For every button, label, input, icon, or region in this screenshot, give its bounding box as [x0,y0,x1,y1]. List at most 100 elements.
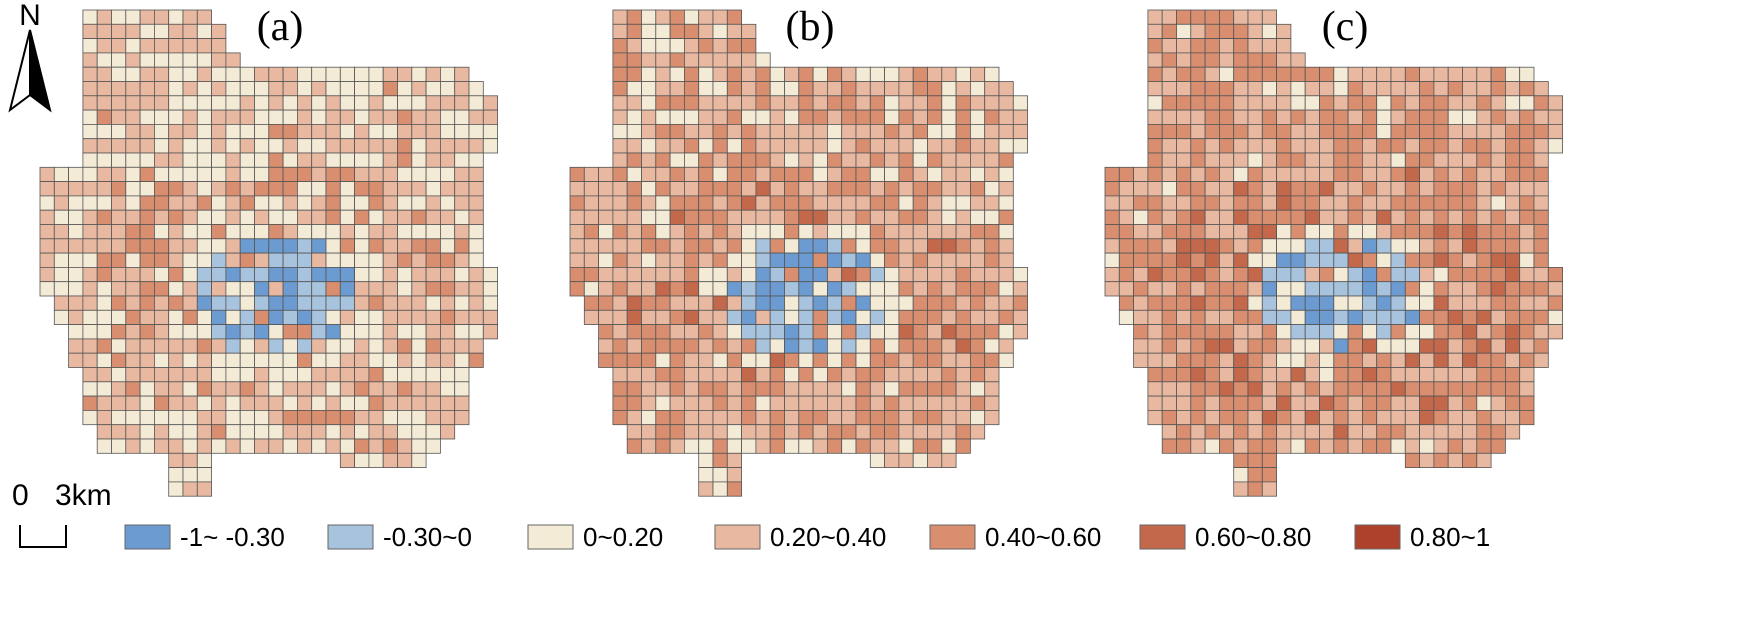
grid-cell [841,409,857,426]
grid-cell [439,81,456,97]
grid-cell [1319,281,1335,297]
grid-cell [96,181,112,197]
grid-cell [354,81,370,97]
grid-cell [411,152,427,168]
grid-cell [1290,424,1306,440]
grid-cell [468,352,484,368]
grid-cell [268,238,284,254]
grid-cell [1504,295,1521,311]
grid-cell [1190,23,1206,39]
grid-cell [1533,281,1549,297]
grid-cell [368,367,384,383]
legend-label: 0.40~0.60 [985,522,1101,552]
grid-cell [927,66,943,82]
grid-cell [125,352,141,368]
grid-cell [1147,138,1163,154]
grid-cell [1333,409,1349,426]
grid-cell [698,181,714,197]
grid-cell [655,395,671,411]
grid-cell [741,124,757,140]
grid-cell [1204,367,1220,383]
grid-cell [798,409,814,426]
grid-cell [1161,152,1177,168]
grid-cell [1490,324,1506,340]
grid-cell [755,252,771,268]
grid-cell [182,395,198,411]
grid-cell [1012,95,1028,111]
grid-cell [1361,395,1378,411]
grid-cell [354,66,370,82]
grid-cell [411,266,427,283]
grid-cell [955,266,971,283]
grid-cell [239,238,255,254]
grid-cell [798,152,814,168]
grid-cell [1404,252,1420,268]
grid-cell [1161,252,1177,268]
grid-cell [96,224,112,240]
grid-cell [1147,252,1163,268]
grid-cell [196,309,213,325]
grid-cell [784,395,800,411]
grid-cell [698,309,714,325]
grid-cell [769,324,785,340]
grid-cell [1433,66,1449,82]
grid-cell [182,424,198,440]
grid-cell [1533,295,1549,311]
grid-cell [211,124,227,140]
grid-cell [482,324,498,340]
grid-cell [1433,395,1449,411]
grid-cell [382,209,398,225]
grid-cell [698,281,714,297]
grid-cell [96,395,112,411]
grid-cell [1304,295,1320,311]
grid-cell [1376,252,1392,268]
grid-cell [784,438,800,454]
grid-cell [1347,195,1363,211]
grid-cell [1533,338,1549,354]
grid-cell [984,324,1000,340]
grid-cell [1147,152,1163,168]
grid-cell [1376,66,1392,82]
grid-cell [468,209,484,225]
grid-cell [1390,338,1406,354]
grid-cell [153,166,170,183]
grid-cell [153,309,170,325]
grid-cell [1390,424,1406,440]
grid-cell [1276,238,1292,254]
grid-cell [1462,209,1478,225]
grid-cell [53,295,69,311]
grid-cell [1462,138,1478,154]
grid-cell [139,95,155,111]
grid-cell [296,138,313,154]
grid-cell [139,124,155,140]
grid-cell [1476,152,1492,168]
grid-cell [325,209,341,225]
grid-cell [1333,367,1349,383]
grid-cell [826,224,843,240]
grid-cell [1204,81,1220,97]
grid-cell [382,95,398,111]
grid-cell [68,352,84,368]
grid-cell [898,352,914,368]
grid-cell [282,195,298,211]
grid-cell [1233,224,1249,240]
grid-cell [125,166,141,183]
grid-cell [454,109,470,125]
grid-cell [641,81,657,97]
grid-cell [282,81,298,97]
grid-cell [339,109,355,125]
grid-cell [1176,23,1192,39]
grid-cell [912,238,928,254]
grid-cell [927,309,943,325]
grid-cell [211,409,227,426]
grid-cell [96,324,112,340]
grid-cell [1161,324,1177,340]
grid-cell [254,295,270,311]
grid-cell [969,66,986,82]
grid-cell [397,438,413,454]
grid-cell [641,166,657,183]
grid-cell [196,467,213,483]
grid-cell [239,109,255,125]
grid-cell [1304,124,1320,140]
grid-cell [1190,338,1206,354]
